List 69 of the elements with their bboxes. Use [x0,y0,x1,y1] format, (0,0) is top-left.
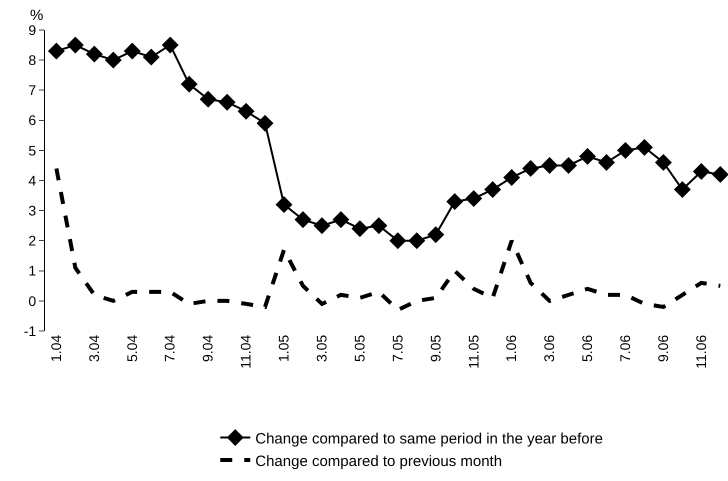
point [218,94,236,111]
x-tick-label: 11.06 [692,334,709,369]
y-tick-label: 2 [28,232,36,249]
point [332,211,350,228]
point [522,160,540,177]
y-tick-label: -1 [24,322,36,339]
point [276,196,292,214]
y-tick-label: 8 [28,52,36,68]
x-tick-label: 9.06 [654,334,671,362]
x-tick-label: 5.06 [579,334,596,362]
point [238,102,255,120]
y-tick-label: 9 [28,22,36,38]
point [66,36,84,54]
y-tick-label: 1 [28,262,36,279]
point [654,154,672,171]
y-tick-label: 6 [28,112,36,128]
x-tick-label: 7.06 [617,334,634,362]
y-tick-label: 0 [28,292,36,309]
point [48,42,65,60]
point [560,157,577,174]
x-tick-label: 7.05 [389,334,406,362]
point [86,46,103,63]
point [124,42,141,60]
point [408,232,426,250]
legend-label: Change compared to same period in the year before [255,430,603,448]
y-tick-label: 5 [28,142,36,158]
point [579,148,596,165]
point [541,157,558,174]
x-tick-label: 7.04 [162,334,178,362]
y-tick-label: 3 [28,202,36,218]
x-tick-label: 3.04 [86,334,102,362]
point [484,181,502,198]
line-series [54,166,722,312]
x-tick-label: 5.04 [124,334,140,362]
point [427,226,444,244]
point [598,154,615,171]
point [256,114,274,132]
legend-label: Change compared to previous month [255,452,502,470]
point [712,166,728,183]
point [446,193,464,210]
point [104,52,122,69]
point [389,232,406,250]
x-tick-label: 9.05 [427,334,444,362]
point [692,163,710,180]
y-axis-title: % [30,7,44,24]
point [636,138,653,156]
x-tick-label: 1.05 [276,334,292,362]
point [617,142,634,159]
x-tick-label: 5.05 [351,334,368,362]
point [465,190,482,208]
x-tick-label: 11.05 [465,334,482,369]
point [180,76,198,93]
x-tick-label: 3.05 [314,334,330,362]
x-tick-label: 9.04 [200,334,216,362]
x-tick-label: 3.06 [541,334,558,362]
x-tick-label: 1.06 [503,334,520,362]
y-tick-label: 4 [28,172,36,188]
point [142,48,160,66]
point [674,181,691,198]
point [200,90,217,108]
point [503,169,520,186]
point [370,217,388,234]
point [314,217,330,234]
point [294,211,312,228]
point [162,36,179,54]
y-tick-label: 7 [28,82,36,98]
point [351,220,368,238]
x-tick-label: 1.04 [48,334,64,362]
x-tick-label: 11.04 [238,334,254,369]
